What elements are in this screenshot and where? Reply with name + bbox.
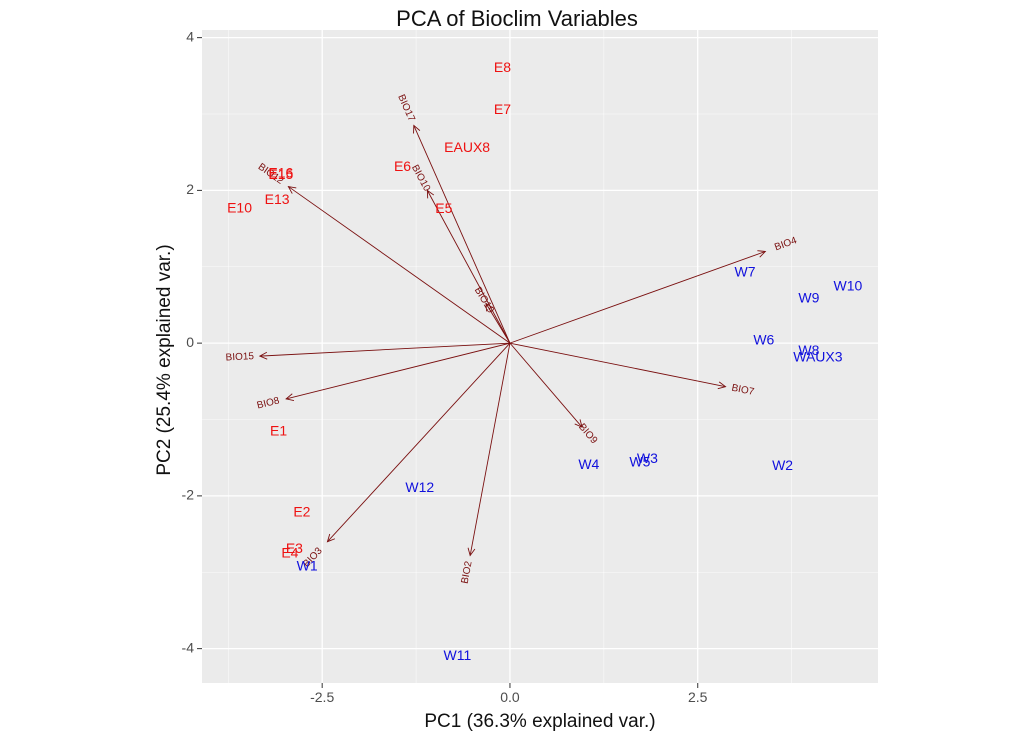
- point-label-w3: W3: [637, 450, 658, 466]
- point-label-e4: E4: [281, 545, 298, 561]
- panel-background: [202, 30, 878, 683]
- loading-arrow-bio17: [413, 125, 511, 344]
- y-tick-label: -4: [182, 639, 195, 655]
- loading-arrow-bio19: [485, 303, 511, 344]
- point-label-e3: E3: [286, 540, 303, 556]
- y-tick-label: 0: [186, 334, 194, 350]
- point-label-e1: E1: [270, 422, 287, 438]
- y-axis-label: PC2 (25.4% explained var.): [154, 244, 175, 476]
- point-label-e7: E7: [494, 101, 511, 117]
- y-tick-label: -2: [182, 487, 195, 503]
- point-label-e8: E8: [494, 59, 511, 75]
- x-axis-label: PC1 (36.3% explained var.): [424, 711, 656, 732]
- x-tick-label: 0.0: [500, 689, 520, 705]
- loading-arrow-bio8: [286, 342, 511, 400]
- arrow-head: [287, 185, 297, 194]
- x-tick-label: 2.5: [688, 689, 708, 705]
- point-label-w12: W12: [405, 479, 434, 495]
- loading-label-bio2: BIO2: [460, 560, 475, 585]
- arrow-head: [485, 302, 493, 312]
- loading-arrow-bio3: [327, 342, 511, 543]
- point-label-w10: W10: [834, 277, 863, 293]
- loading-arrow-bio7: [509, 342, 726, 388]
- arrow-head: [717, 381, 727, 390]
- arrow-head: [757, 250, 767, 258]
- arrow-head: [574, 419, 583, 428]
- point-label-e2: E2: [293, 503, 310, 519]
- point-label-e10: E10: [227, 199, 252, 215]
- point-label-w5: W5: [629, 454, 650, 470]
- point-label-e16: E16: [268, 164, 293, 180]
- point-label-e13: E13: [265, 191, 290, 207]
- point-label-w6: W6: [753, 332, 774, 348]
- arrow-head: [326, 533, 336, 543]
- grid: [202, 30, 878, 683]
- point-label-w1: W1: [297, 558, 318, 574]
- panel: [202, 30, 878, 683]
- y-tick-label: 4: [186, 28, 194, 44]
- arrow-head: [285, 393, 295, 401]
- arrow-head: [413, 124, 421, 134]
- point-label-e5: E5: [435, 200, 452, 216]
- y-tick-label: 2: [186, 181, 194, 197]
- point-label-w8: W8: [798, 342, 819, 358]
- point-label-w11: W11: [444, 647, 472, 663]
- x-tick-label: -2.5: [310, 689, 334, 705]
- loading-label-bio8: BIO8: [256, 395, 281, 411]
- point-label-e6: E6: [394, 158, 411, 174]
- loading-label-bio15: BIO15: [225, 351, 254, 363]
- axes: -2.5 0.0 2.5 -4 -2 0 2 4: [182, 28, 708, 705]
- loading-arrow-bio10: [426, 190, 511, 344]
- point-label-w4: W4: [578, 456, 599, 472]
- loading-arrow-bio4: [509, 251, 766, 344]
- arrow-head: [467, 547, 476, 557]
- loading-arrow-bio2: [469, 343, 511, 556]
- point-label-waux3: WAUX3: [793, 348, 842, 364]
- loading-arrow-bio15: [259, 342, 510, 357]
- chart-title: PCA of Bioclim Variables: [396, 6, 638, 31]
- loading-label-bio7: BIO7: [730, 383, 755, 398]
- arrow-head: [426, 189, 435, 199]
- point-label-w2: W2: [772, 457, 793, 473]
- point-label-e15: E15: [268, 166, 293, 182]
- point-label-eaux8: EAUX8: [444, 139, 490, 155]
- arrow-head: [258, 351, 268, 360]
- point-label-w7: W7: [735, 264, 756, 280]
- point-label-w9: W9: [798, 290, 819, 306]
- loading-arrow-bio12: [288, 186, 511, 344]
- loading-arrow-bio9: [509, 342, 583, 428]
